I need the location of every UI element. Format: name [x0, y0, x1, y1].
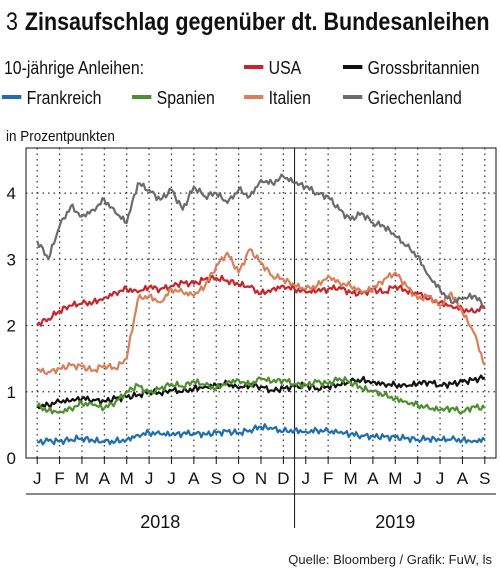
legend-item-grossbritannien: Grossbritannien: [343, 58, 479, 78]
series-line-frankreich: [37, 423, 486, 446]
x-tick-label: J: [167, 469, 176, 488]
series-line-spanien: [36, 376, 486, 415]
legend-swatch-griechenland: [343, 95, 363, 100]
series-line-usa: [36, 274, 486, 327]
legend-item-frankreich: Frankreich: [2, 88, 101, 108]
x-tick-label: F: [323, 469, 333, 488]
x-tick-label: A: [457, 469, 469, 488]
x-tick-label: A: [367, 469, 379, 488]
y-tick-label: 2: [7, 317, 16, 336]
legend-label-frankreich: Frankreich: [26, 88, 102, 108]
x-tick-label: M: [75, 469, 89, 488]
year-label-2018: 2018: [140, 512, 180, 532]
x-tick-label: J: [145, 469, 154, 488]
legend-item-italien: Italien: [244, 88, 311, 108]
x-tick-label: J: [33, 469, 42, 488]
legend-swatch-usa: [244, 65, 264, 70]
legend-label-italien: Italien: [268, 88, 311, 108]
y-axis-label: in Prozentpunkten: [6, 128, 115, 145]
x-tick-label: A: [188, 469, 200, 488]
x-tick-label: F: [54, 469, 64, 488]
x-tick-label: J: [413, 469, 422, 488]
chart-header: 3 Zinsaufschlag gegenüber dt. Bundesanlei…: [6, 6, 490, 38]
series-line-italien: [36, 248, 486, 376]
chart-number: 3: [6, 8, 18, 36]
legend-swatch-grossbritannien: [343, 65, 363, 70]
y-tick-label: 0: [7, 449, 16, 468]
x-tick-label: M: [343, 469, 357, 488]
legend-label-grossbritannien: Grossbritannien: [367, 58, 480, 78]
y-tick-label: 3: [7, 250, 16, 269]
legend-item-spanien: Spanien: [132, 88, 215, 108]
y-tick-label: 4: [7, 184, 16, 203]
x-tick-label: O: [232, 469, 245, 488]
legend-label-usa: USA: [268, 58, 302, 78]
legend-swatch-frankreich: [2, 95, 22, 100]
x-tick-label: J: [302, 469, 311, 488]
x-tick-label: D: [277, 469, 289, 488]
legend-lead: 10-jährige Anleihen:: [4, 58, 145, 78]
source-credit: Quelle: Bloomberg / Grafik: FuW, ls: [288, 552, 492, 567]
legend-label-spanien: Spanien: [156, 88, 215, 108]
series-line-grossbritannien: [36, 374, 486, 410]
y-tick-label: 1: [7, 383, 16, 402]
year-label-2019: 2019: [375, 512, 415, 532]
x-tick-label: A: [99, 469, 111, 488]
legend-label-griechenland: Griechenland: [367, 88, 462, 108]
x-tick-label: S: [479, 469, 490, 488]
chart-title: Zinsaufschlag gegenüber dt. Bundesanleih…: [24, 8, 490, 36]
x-tick-label: M: [388, 469, 402, 488]
x-tick-label: M: [120, 469, 134, 488]
legend-swatch-spanien: [132, 95, 152, 100]
x-tick-label: J: [436, 469, 445, 488]
legend-swatch-italien: [244, 95, 264, 100]
legend-item-usa: USA: [244, 58, 301, 78]
x-tick-label: S: [211, 469, 222, 488]
x-tick-label: N: [255, 469, 267, 488]
series-line-griechenland: [36, 173, 486, 309]
legend-item-griechenland: Griechenland: [343, 88, 462, 108]
